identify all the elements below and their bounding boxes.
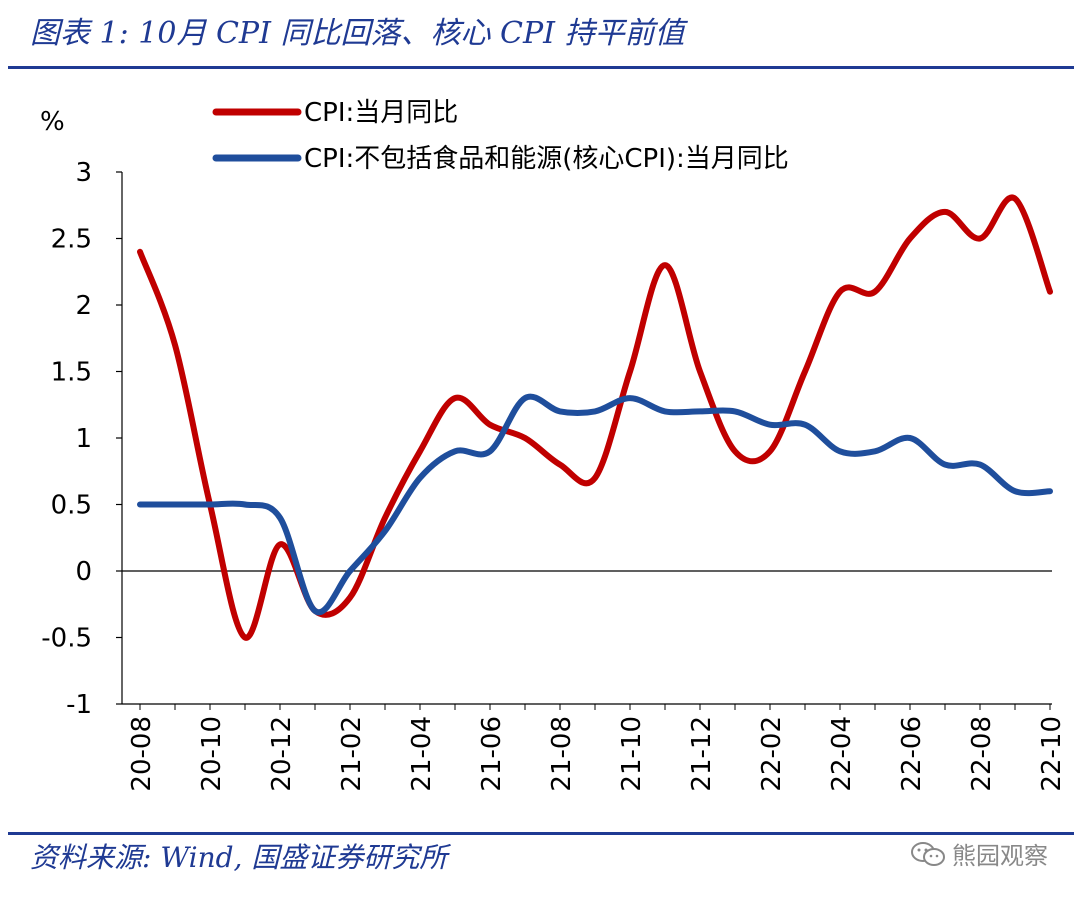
x-tick-label: 20-08 bbox=[127, 716, 157, 792]
legend: CPI:当月同比 CPI:不包括食品和能源(核心CPI):当月同比 bbox=[212, 98, 789, 174]
wechat-icon bbox=[911, 841, 945, 866]
y-axis: % 3 2.5 2 1.5 1 0.5 0 -0.5 -1 bbox=[40, 107, 123, 720]
x-tick-label: 20-12 bbox=[267, 716, 297, 792]
y-tick-label: 1 bbox=[75, 424, 92, 454]
y-tick-label: 2 bbox=[75, 291, 92, 321]
series-line-core-cpi bbox=[137, 393, 1053, 616]
y-tick-label: -1 bbox=[66, 690, 92, 720]
series-lines bbox=[137, 194, 1053, 641]
x-axis: 20-08 20-10 20-12 21-02 21-04 21-06 21-08 21-10… bbox=[122, 570, 1067, 792]
x-tick-label: 21-08 bbox=[547, 716, 577, 792]
source-note: 资料来源: Wind, 国盛证券研究所 bbox=[30, 841, 448, 874]
y-tick-label: 1.5 bbox=[51, 358, 92, 388]
x-tick-label: 21-04 bbox=[407, 716, 437, 792]
y-tick-label: 0.5 bbox=[51, 491, 92, 521]
y-tick-label: 3 bbox=[75, 158, 92, 188]
x-tick-label: 21-10 bbox=[617, 716, 647, 792]
legend-label: CPI:不包括食品和能源(核心CPI):当月同比 bbox=[304, 144, 789, 174]
watermark: 熊园观察 bbox=[910, 836, 1048, 871]
y-tick-label: 0 bbox=[75, 557, 92, 587]
x-tick-label: 22-10 bbox=[1037, 716, 1067, 792]
chart-title: 图表 1: 10月 CPI 同比回落、核心 CPI 持平前值 bbox=[30, 16, 685, 51]
series-line-cpi bbox=[137, 194, 1053, 641]
watermark-text: 熊园观察 bbox=[952, 842, 1048, 870]
footer-divider bbox=[8, 832, 1074, 835]
x-tick-label: 22-08 bbox=[967, 716, 997, 792]
x-tick-label: 21-02 bbox=[337, 716, 367, 792]
y-tick-label: 2.5 bbox=[51, 225, 92, 255]
x-tick-label: 22-04 bbox=[827, 716, 857, 792]
y-axis-unit: % bbox=[40, 107, 65, 137]
x-tick-label: 22-06 bbox=[897, 716, 927, 792]
y-tick-label: -0.5 bbox=[41, 624, 92, 654]
x-tick-label: 21-12 bbox=[687, 716, 717, 792]
x-tick-label: 20-10 bbox=[197, 716, 227, 792]
legend-label: CPI:当月同比 bbox=[304, 98, 458, 128]
header-divider bbox=[8, 66, 1074, 69]
x-tick-label: 22-02 bbox=[757, 716, 787, 792]
x-tick-label: 21-06 bbox=[477, 716, 507, 792]
